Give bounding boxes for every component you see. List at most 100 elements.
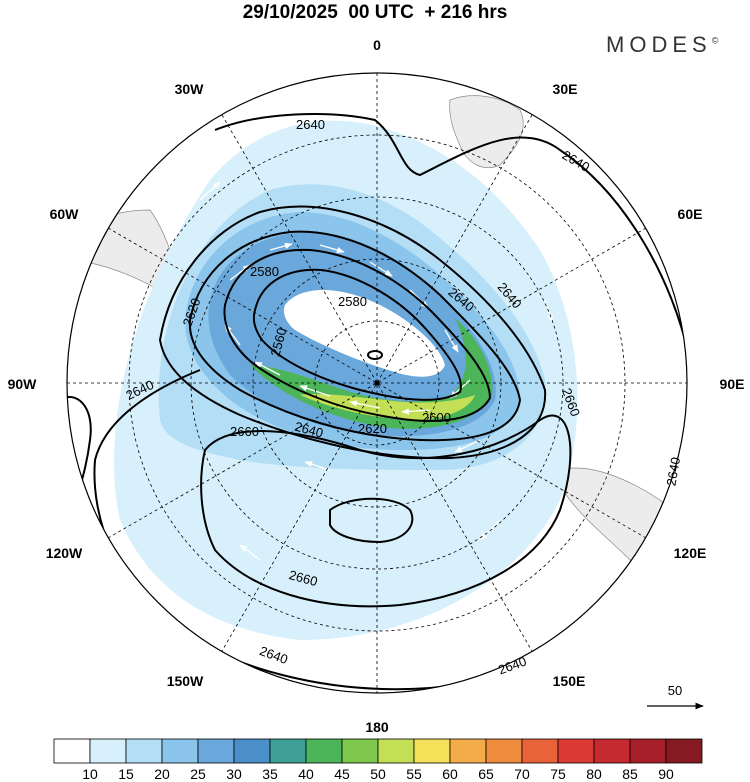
contour-2560 [252, 268, 462, 401]
wind-vector [479, 519, 501, 541]
chart-title: 29/10/2025 00 UTC + 216 hrs [242, 2, 508, 23]
colorbar-tick-label: 15 [118, 766, 134, 782]
colorbar: 10 15 20 25 30 35 40 45 50 55 60 65 70 75 80 85 90 [53, 738, 703, 782]
lon-label-30w: 30W [175, 81, 205, 97]
lon-label-120e: 120E [674, 545, 707, 561]
reference-vector: 50 [647, 683, 704, 710]
contour-label: 2600 [422, 410, 451, 425]
meridian-30 [221, 114, 533, 652]
longitude-labels: 0 30E 60E 90E 120E 150E 180 150W 120W 90… [8, 37, 745, 735]
wind-vector [349, 400, 381, 409]
contour-label: 2580 [250, 264, 279, 279]
lon-label-90w: 90W [8, 376, 38, 392]
colorbar-tick-label: 35 [262, 766, 278, 782]
lon-label-30e: 30E [553, 81, 578, 97]
lon-label-150w: 150W [167, 673, 204, 689]
map-disc [67, 73, 687, 693]
colorbar-swatch [341, 738, 379, 764]
lon-label-90e: 90E [720, 376, 745, 392]
pole-marker [374, 380, 380, 386]
contour-label: 2640 [258, 643, 290, 667]
contour-label: 2640 [293, 419, 325, 441]
wind-vector [239, 544, 261, 561]
wind-vector [444, 329, 459, 353]
lon-label-150e: 150E [553, 673, 586, 689]
colorbar-tick-label: 85 [622, 766, 638, 782]
colorbar-tick-label: 10 [82, 766, 98, 782]
wind-core-low [283, 290, 445, 377]
contour-2660 [200, 414, 572, 608]
copyright-mark: © [711, 35, 719, 46]
colorbar-tick-label: 90 [658, 766, 674, 782]
colorbar-tick-label: 65 [478, 766, 494, 782]
contour-2660-inner [329, 497, 414, 544]
contour-label: 2660 [230, 424, 259, 439]
brand-name: MODES [606, 32, 712, 57]
colorbar-swatch [269, 738, 307, 764]
colorbar-swatch [665, 738, 703, 764]
contour-label: 2640 [496, 653, 528, 677]
colorbar-tick-label: 60 [442, 766, 458, 782]
contour-label: 2640 [296, 117, 325, 132]
colorbar-tick-label: 75 [550, 766, 566, 782]
contour-2600 [188, 230, 522, 442]
colorbar-tick-label: 20 [154, 766, 170, 782]
meridian-60 [107, 227, 647, 539]
colorbar-tick-label: 45 [334, 766, 350, 782]
lon-label-120w: 120W [46, 545, 83, 561]
wind-vector [254, 361, 281, 376]
wind-vector [369, 261, 393, 277]
colorbar-swatch [413, 738, 451, 764]
colorbar-swatch [629, 738, 667, 764]
colorbar-swatch [485, 738, 523, 764]
colorbar-swatch [53, 738, 91, 764]
reference-vector-label: 50 [668, 683, 682, 698]
lon-label-180: 180 [365, 719, 389, 735]
colorbar-tick-label: 30 [226, 766, 242, 782]
colorbar-swatch [305, 738, 343, 764]
meridian-150 [221, 114, 533, 652]
contour-low-center [367, 350, 383, 360]
wind-vector [299, 385, 331, 397]
colorbar-swatch [233, 738, 271, 764]
wind-vector [199, 181, 221, 201]
colorbar-swatch [449, 738, 487, 764]
wind-vector [319, 244, 345, 254]
wind-band-40 [250, 318, 493, 429]
lon-label-0: 0 [373, 37, 381, 53]
wind-vector [304, 461, 331, 471]
wind-vector [401, 408, 431, 415]
meridian-120 [107, 227, 647, 539]
colorbar-tick-label: 25 [190, 766, 206, 782]
colorbar-swatch [197, 738, 235, 764]
contour-label: 2560 [267, 326, 289, 358]
colorbar-swatch [125, 738, 163, 764]
contour-2640-southwest [67, 395, 92, 541]
colorbar-tick-label: 40 [298, 766, 314, 782]
lon-label-60w: 60W [50, 206, 80, 222]
wind-vector [269, 242, 293, 251]
colorbar-swatch [89, 738, 127, 764]
colorbar-tick-label: 50 [370, 766, 386, 782]
contour-2620 [158, 205, 547, 460]
contour-2580 [223, 248, 492, 422]
contour-label: 2580 [338, 294, 367, 309]
contour-label: 2620 [358, 421, 387, 436]
colorbar-swatch [161, 738, 199, 764]
latitude-circle [190, 196, 564, 570]
graticule [67, 73, 687, 693]
contour-label: 2660 [287, 567, 319, 589]
brand-logo: MODES© [606, 32, 718, 58]
colorbar-tick-label: 55 [406, 766, 422, 782]
colorbar-tick-label: 80 [586, 766, 602, 782]
colorbar-swatch [377, 738, 415, 764]
colorbar-swatch [521, 738, 559, 764]
lon-label-60e: 60E [678, 206, 703, 222]
contour-label: 2640 [663, 456, 683, 487]
colorbar-swatch [557, 738, 595, 764]
colorbar-tick-label: 70 [514, 766, 530, 782]
africa-land [449, 95, 524, 169]
map-border [66, 72, 688, 694]
colorbar-swatch [593, 738, 631, 764]
